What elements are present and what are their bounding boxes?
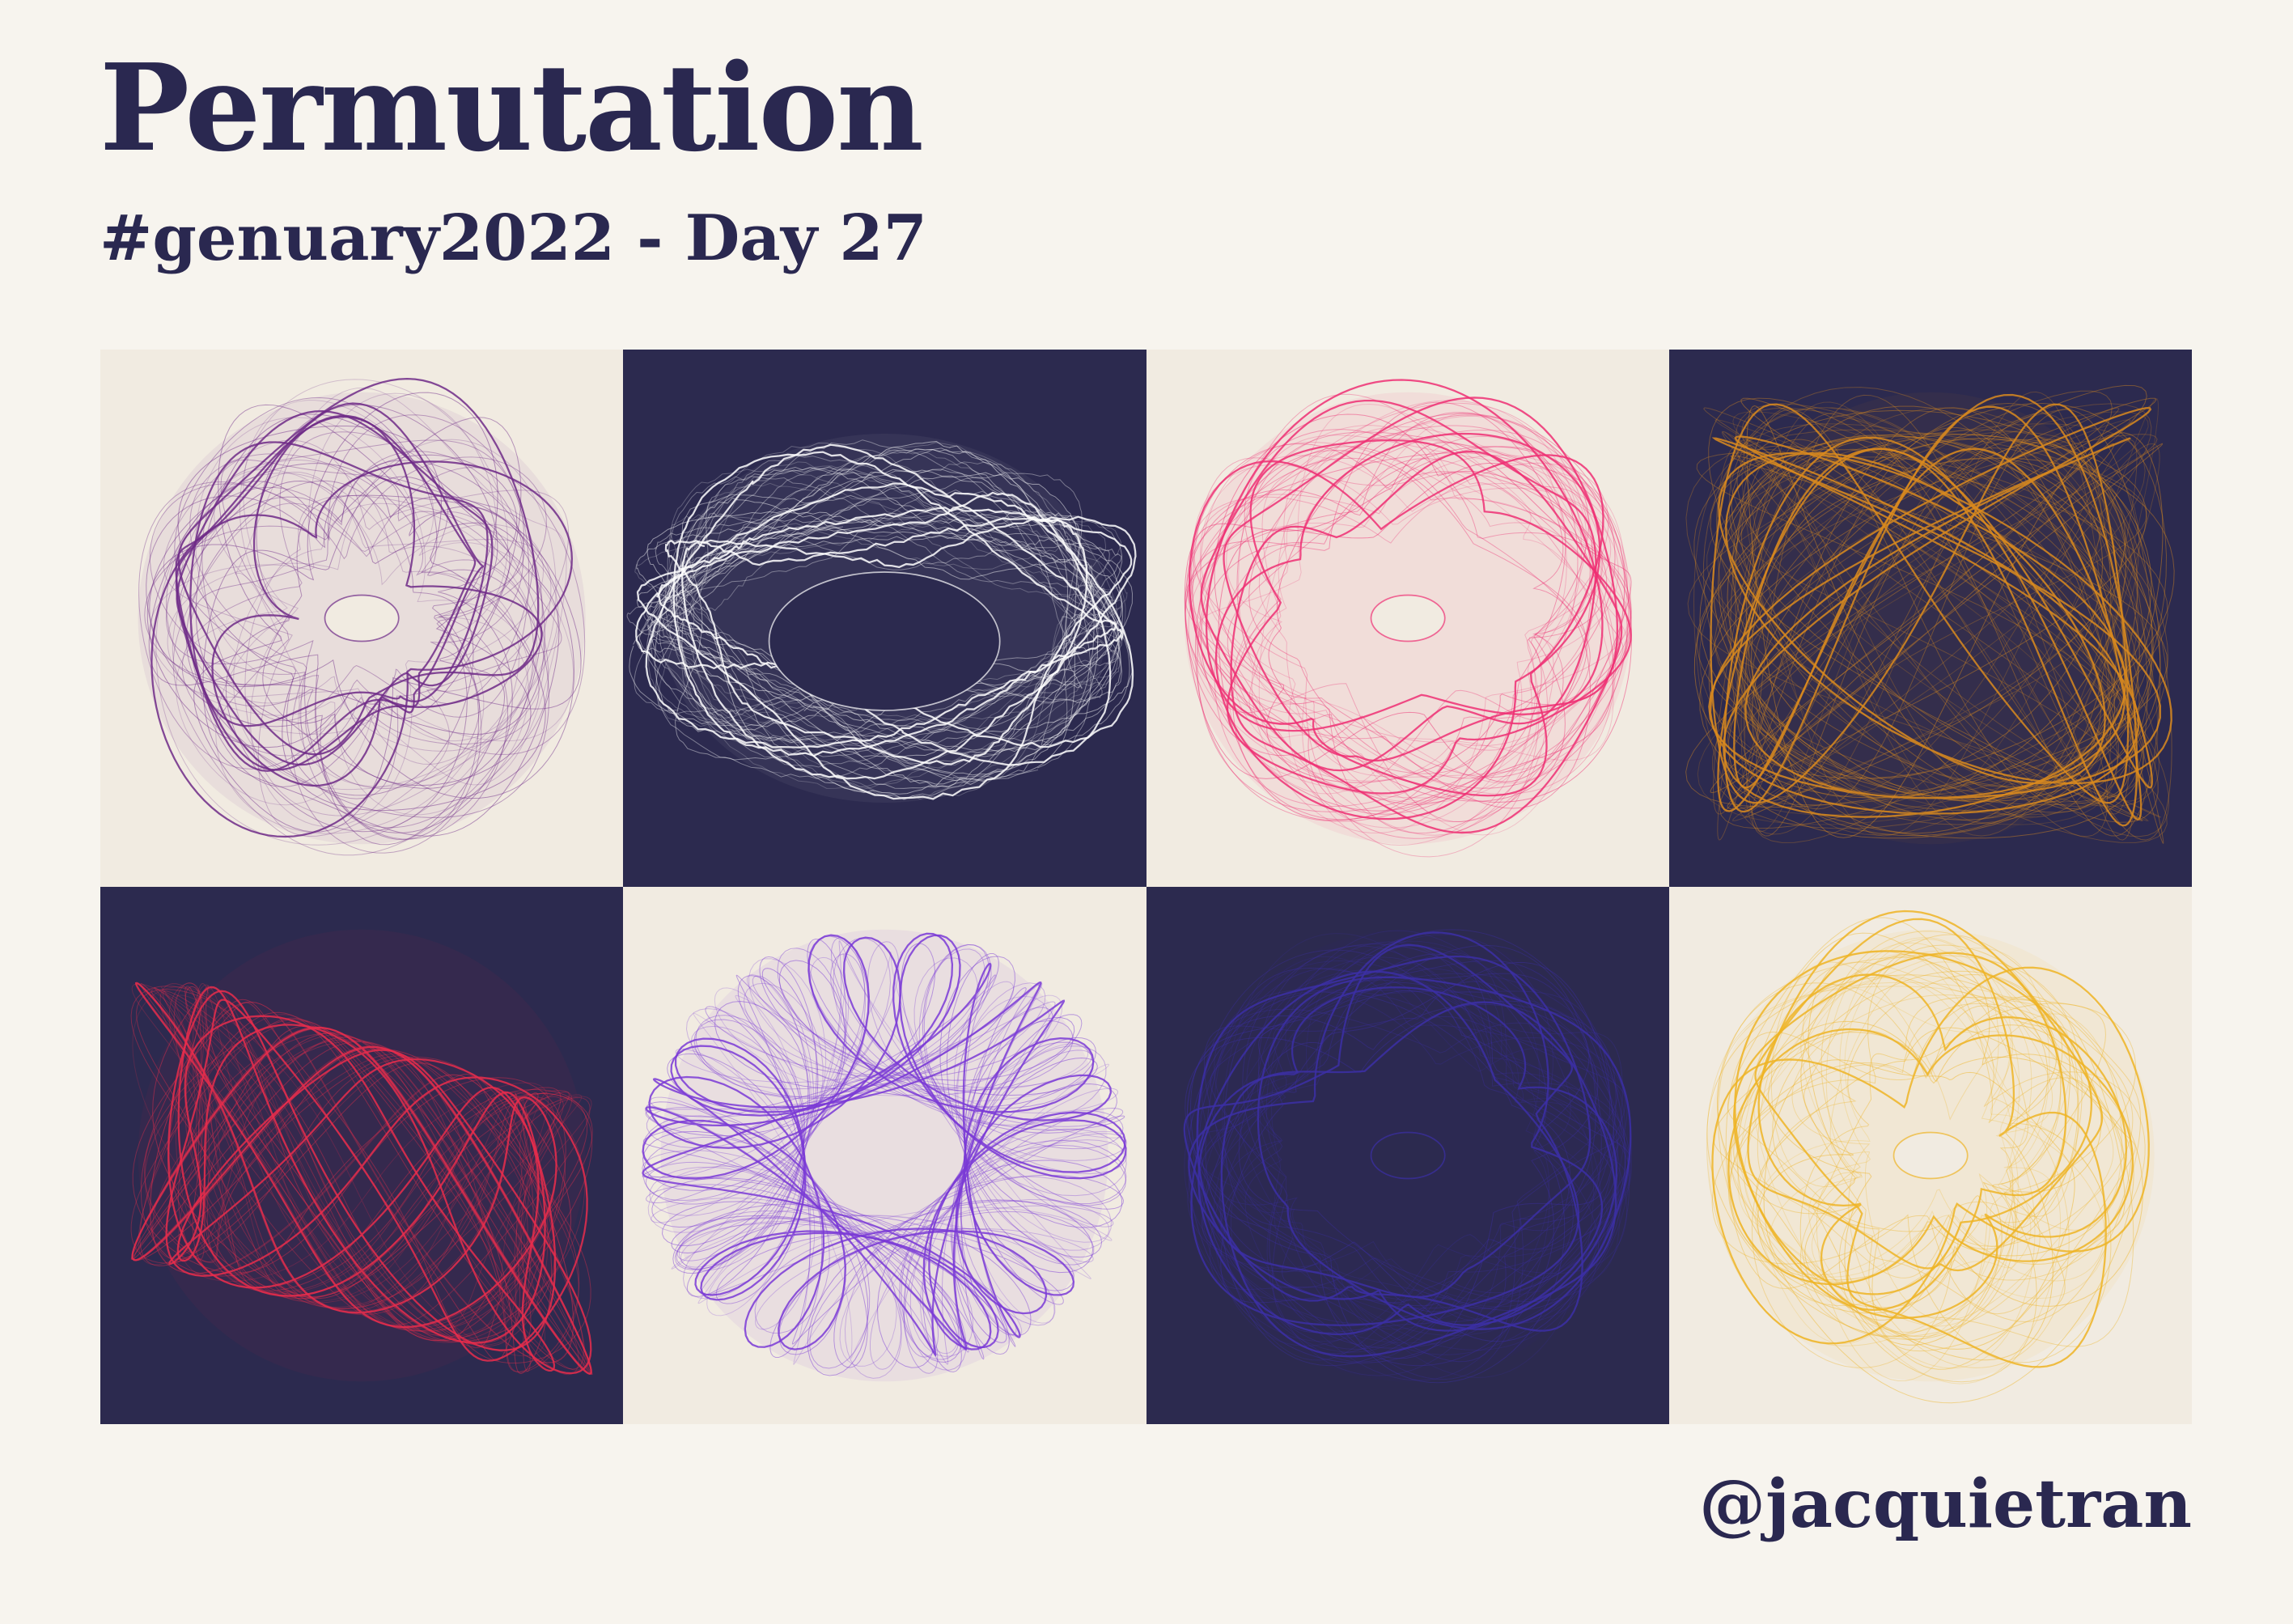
artwork-tile	[100, 887, 624, 1424]
attractor-yellow-on-cream	[1706, 910, 2155, 1404]
attractor-indigo-on-navy	[1183, 929, 1632, 1384]
artwork-tile	[1668, 350, 2192, 887]
artwork-tile	[623, 350, 1146, 887]
attractor-violet-on-cream	[642, 929, 1128, 1382]
artwork-grid	[100, 350, 2192, 1424]
artwork-tile	[1146, 887, 1669, 1424]
attractor-pink-on-cream	[1184, 379, 1632, 858]
page-subtitle: #genuary2022 - Day 27	[100, 201, 927, 275]
attractor-red-on-navy	[130, 929, 593, 1382]
attractor-orange-on-navy	[1685, 384, 2175, 845]
artwork-tile	[1146, 350, 1669, 887]
author-handle: @jacquietran	[1699, 1465, 2192, 1543]
page-title: Permutation	[100, 37, 924, 178]
attractor-purple-on-cream	[138, 378, 586, 856]
artwork-tile	[100, 350, 624, 887]
artwork-tile	[1668, 887, 2192, 1424]
attractor-white-on-navy	[626, 434, 1137, 803]
artwork-tile	[623, 887, 1146, 1424]
